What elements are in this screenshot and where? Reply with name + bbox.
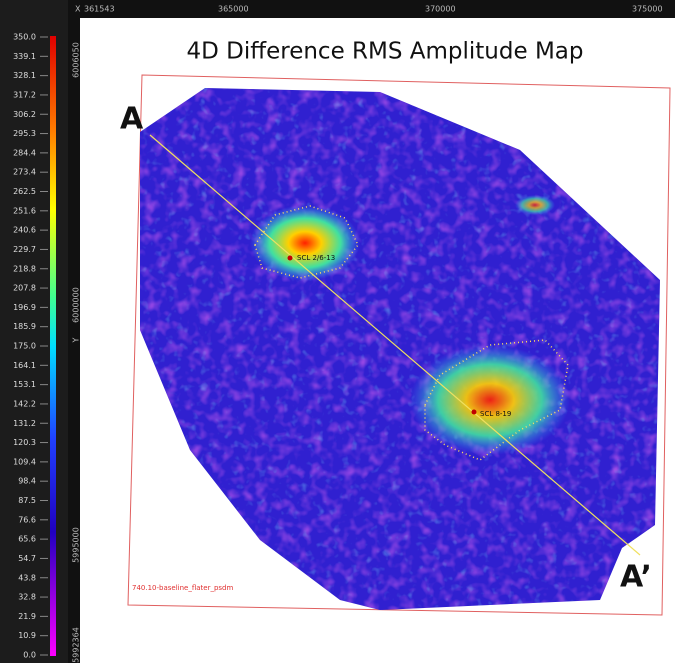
colorbar-label: 273.4: [13, 168, 36, 177]
colorbar-label: 76.6: [18, 515, 36, 524]
x-axis-strip: [68, 0, 675, 18]
colorbar-label: 21.9: [18, 612, 36, 621]
colorbar-label: 339.1: [13, 52, 36, 61]
colorbar-label: 350.0: [13, 33, 36, 42]
title: 4D Difference RMS Amplitude Map: [187, 39, 584, 65]
colorbar-label: 295.3: [13, 129, 36, 138]
colorbar-label: 87.5: [18, 496, 36, 505]
colorbar-label: 32.8: [18, 593, 36, 602]
y-tick: 5995000: [72, 527, 81, 563]
y-tick: 6006050: [72, 42, 81, 78]
map-view: 350.0 339.1 328.1 317.2 306.2 295.3 284.4 273.4…: [0, 0, 675, 663]
colorbar-label: 251.6: [13, 206, 36, 215]
section-end: A’: [620, 560, 652, 595]
colorbar-label: 98.4: [18, 477, 36, 486]
colorbar-label: 185.9: [13, 322, 36, 331]
well: [288, 256, 293, 261]
section-start: A: [120, 102, 144, 137]
colorbar-label: 164.1: [13, 361, 36, 370]
page: 350.0 339.1 328.1 317.2 306.2 295.3 284.4 273.4…: [0, 0, 675, 663]
colorbar-label: 54.7: [18, 554, 36, 563]
colorbar-label: 328.1: [13, 71, 36, 80]
colorbar-label: 262.5: [13, 187, 36, 196]
colorbar-label: 10.9: [18, 631, 36, 640]
colorbar-label: 317.2: [13, 90, 36, 99]
colorbar: [50, 36, 56, 656]
colorbar-label: 120.3: [13, 438, 36, 447]
y-axis-name: Y: [72, 337, 81, 343]
colorbar-label: 218.8: [13, 264, 36, 273]
colorbar-label: 175.0: [13, 342, 36, 351]
well-label: SCL 2/6-13: [297, 254, 335, 262]
colorbar-panel: [0, 0, 68, 663]
x-tick: 375000: [632, 5, 663, 14]
colorbar-label: 153.1: [13, 380, 36, 389]
colorbar-label: 207.8: [13, 284, 36, 293]
colorbar-label: 142.2: [13, 399, 36, 408]
colorbar-label: 65.6: [18, 535, 36, 544]
footer: 740.10-baseline_flater_psdm: [132, 584, 234, 592]
colorbar-label: 109.4: [13, 457, 36, 466]
colorbar-label: 284.4: [13, 148, 36, 157]
well: [472, 410, 477, 415]
y-tick: 6000000: [72, 287, 81, 323]
x-tick: 365000: [218, 5, 249, 14]
x-tick: 361543: [84, 5, 115, 14]
well-label: SCL 8-19: [480, 410, 511, 418]
colorbar-label: 240.6: [13, 226, 36, 235]
y-tick: 5992364: [72, 627, 81, 663]
colorbar-label: 196.9: [13, 303, 36, 312]
colorbar-label: 0.0: [23, 651, 36, 660]
colorbar-label: 43.8: [18, 573, 36, 582]
x-tick: 370000: [425, 5, 456, 14]
colorbar-label: 131.2: [13, 419, 36, 428]
colorbar-label: 229.7: [13, 245, 36, 254]
colorbar-label: 306.2: [13, 110, 36, 119]
x-axis-name: X: [75, 5, 81, 14]
